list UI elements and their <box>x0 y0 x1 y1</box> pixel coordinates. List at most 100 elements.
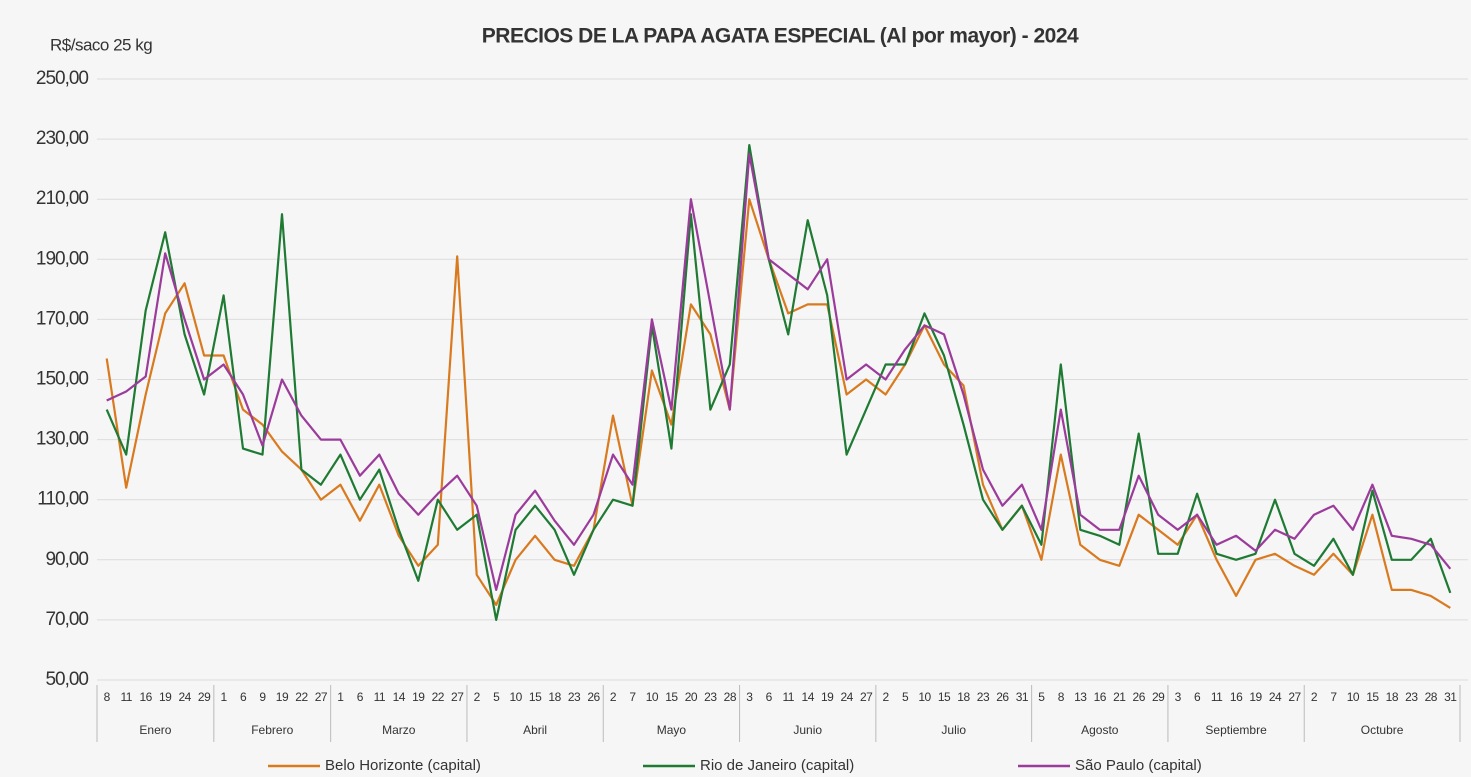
x-tick-label: 23 <box>704 690 717 704</box>
x-tick-label: 2 <box>610 690 617 704</box>
x-tick-label: 19 <box>412 690 425 704</box>
month-label: Enero <box>139 723 171 737</box>
x-tick-label: 24 <box>178 690 191 704</box>
x-tick-label: 9 <box>259 690 266 704</box>
x-tick-label: 27 <box>860 690 873 704</box>
x-tick-label: 6 <box>1194 690 1201 704</box>
y-tick-label: 50,00 <box>45 669 88 690</box>
x-tick-label: 5 <box>902 690 909 704</box>
y-tick-label: 130,00 <box>36 429 89 450</box>
x-tick-label: 23 <box>977 690 990 704</box>
x-tick-label: 15 <box>938 690 951 704</box>
month-label: Septiembre <box>1205 723 1267 737</box>
x-tick-label: 18 <box>957 690 970 704</box>
y-tick-label: 170,00 <box>36 308 89 329</box>
month-label: Mayo <box>657 723 687 737</box>
x-tick-label: 13 <box>1074 690 1087 704</box>
legend-label: São Paulo (capital) <box>1075 757 1202 774</box>
y-tick-label: 70,00 <box>45 609 88 630</box>
x-tick-label: 7 <box>1330 690 1337 704</box>
x-tick-label: 31 <box>1444 690 1457 704</box>
x-tick-label: 29 <box>198 690 211 704</box>
x-tick-label: 2 <box>882 690 889 704</box>
month-label: Febrero <box>251 723 293 737</box>
x-tick-label: 10 <box>1347 690 1360 704</box>
y-axis-label: R$/saco 25 kg <box>50 35 152 54</box>
x-tick-label: 26 <box>587 690 600 704</box>
series-line <box>105 198 1451 609</box>
x-tick-label: 22 <box>295 690 308 704</box>
month-label: Junio <box>793 723 822 737</box>
month-label: Abril <box>523 723 547 737</box>
x-tick-label: 3 <box>746 690 753 704</box>
x-tick-label: 18 <box>1386 690 1399 704</box>
x-tick-label: 11 <box>783 690 795 704</box>
x-tick-label: 19 <box>276 690 289 704</box>
y-tick-label: 230,00 <box>36 128 89 149</box>
x-tick-label: 2 <box>474 690 481 704</box>
x-tick-label: 10 <box>918 690 931 704</box>
x-tick-label: 20 <box>685 690 698 704</box>
x-tick-label: 11 <box>1211 690 1223 704</box>
x-tick-label: 21 <box>1113 690 1126 704</box>
x-tick-label: 23 <box>1405 690 1418 704</box>
legend-label: Rio de Janeiro (capital) <box>700 757 854 774</box>
x-tick-label: 5 <box>493 690 500 704</box>
y-tick-label: 250,00 <box>36 68 89 89</box>
x-tick-label: 8 <box>104 690 111 704</box>
x-tick-label: 23 <box>568 690 581 704</box>
x-tick-label: 11 <box>374 690 386 704</box>
x-tick-label: 15 <box>665 690 678 704</box>
x-tick-label: 22 <box>432 690 445 704</box>
x-tick-label: 27 <box>451 690 464 704</box>
x-tick-label: 26 <box>1133 690 1146 704</box>
x-tick-label: 10 <box>646 690 659 704</box>
y-tick-label: 190,00 <box>36 248 89 269</box>
y-tick-label: 110,00 <box>37 489 88 510</box>
x-tick-label: 28 <box>724 690 737 704</box>
series-line <box>105 144 1452 621</box>
x-tick-label: 26 <box>996 690 1009 704</box>
x-tick-label: 27 <box>1288 690 1301 704</box>
month-label: Julio <box>941 723 966 737</box>
x-tick-label: 27 <box>315 690 328 704</box>
series-line <box>106 153 1452 591</box>
month-label: Octubre <box>1361 723 1404 737</box>
x-tick-label: 28 <box>1425 690 1438 704</box>
x-tick-label: 14 <box>393 690 406 704</box>
x-tick-label: 7 <box>629 690 636 704</box>
y-tick-label: 210,00 <box>36 188 89 209</box>
x-tick-label: 1 <box>220 690 227 704</box>
x-tick-label: 19 <box>1249 690 1262 704</box>
x-tick-label: 16 <box>1094 690 1107 704</box>
x-tick-label: 14 <box>802 690 815 704</box>
y-tick-label: 150,00 <box>36 369 89 390</box>
x-tick-label: 29 <box>1152 690 1165 704</box>
x-tick-label: 16 <box>139 690 152 704</box>
x-tick-label: 19 <box>821 690 834 704</box>
x-tick-label: 11 <box>120 690 132 704</box>
x-tick-label: 6 <box>766 690 773 704</box>
x-tick-label: 8 <box>1058 690 1065 704</box>
x-tick-label: 6 <box>357 690 364 704</box>
x-tick-label: 24 <box>1269 690 1282 704</box>
x-tick-label: 15 <box>1366 690 1379 704</box>
x-tick-label: 18 <box>548 690 561 704</box>
x-tick-label: 1 <box>337 690 344 704</box>
x-tick-label: 10 <box>509 690 522 704</box>
x-tick-label: 19 <box>159 690 172 704</box>
month-label: Agosto <box>1081 723 1119 737</box>
x-tick-label: 31 <box>1016 690 1029 704</box>
x-tick-label: 5 <box>1038 690 1045 704</box>
month-label: Marzo <box>382 723 416 737</box>
x-tick-label: 3 <box>1175 690 1182 704</box>
x-tick-label: 15 <box>529 690 542 704</box>
x-tick-label: 2 <box>1311 690 1318 704</box>
x-tick-label: 6 <box>240 690 247 704</box>
x-tick-label: 24 <box>840 690 853 704</box>
x-tick-label: 16 <box>1230 690 1243 704</box>
legend-label: Belo Horizonte (capital) <box>325 757 481 774</box>
y-tick-label: 90,00 <box>45 549 88 570</box>
